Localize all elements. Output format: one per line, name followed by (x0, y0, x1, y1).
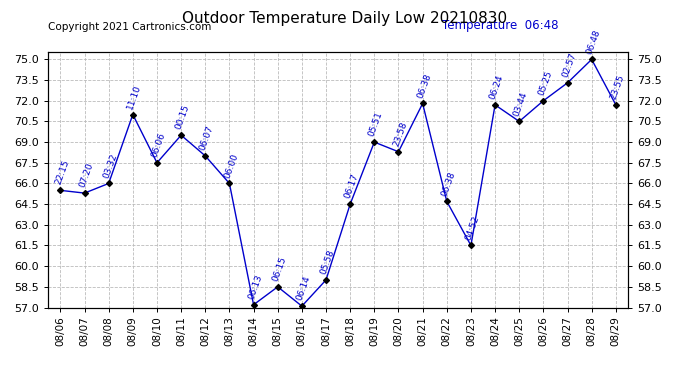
Text: 03:44: 03:44 (512, 90, 529, 117)
Text: 06:15: 06:15 (270, 255, 288, 283)
Text: 11:10: 11:10 (126, 83, 143, 110)
Text: 06:07: 06:07 (198, 124, 215, 152)
Text: 05:25: 05:25 (536, 69, 553, 97)
Text: 06:17: 06:17 (343, 172, 360, 200)
Text: 23:58: 23:58 (391, 120, 408, 148)
Text: 04:52: 04:52 (464, 214, 481, 241)
Text: 02:57: 02:57 (560, 51, 578, 79)
Text: Temperature  06:48: Temperature 06:48 (442, 19, 559, 32)
Text: 22:15: 22:15 (53, 159, 70, 186)
Text: 06:38: 06:38 (415, 72, 433, 99)
Text: 06:06: 06:06 (150, 131, 167, 159)
Text: 05:58: 05:58 (319, 248, 336, 276)
Text: 03:32: 03:32 (101, 152, 119, 179)
Text: 06:13: 06:13 (246, 273, 264, 301)
Text: 06:14: 06:14 (295, 274, 312, 302)
Text: 05:51: 05:51 (367, 111, 384, 138)
Text: 00:15: 00:15 (174, 104, 191, 131)
Text: 06:24: 06:24 (488, 74, 505, 101)
Text: 23:55: 23:55 (609, 74, 626, 101)
Text: 06:48: 06:48 (584, 28, 602, 55)
Text: Outdoor Temperature Daily Low 20210830: Outdoor Temperature Daily Low 20210830 (182, 11, 508, 26)
Text: 06:00: 06:00 (222, 152, 239, 179)
Text: Copyright 2021 Cartronics.com: Copyright 2021 Cartronics.com (48, 22, 212, 32)
Text: 06:38: 06:38 (440, 170, 457, 197)
Text: 07:20: 07:20 (77, 162, 95, 189)
